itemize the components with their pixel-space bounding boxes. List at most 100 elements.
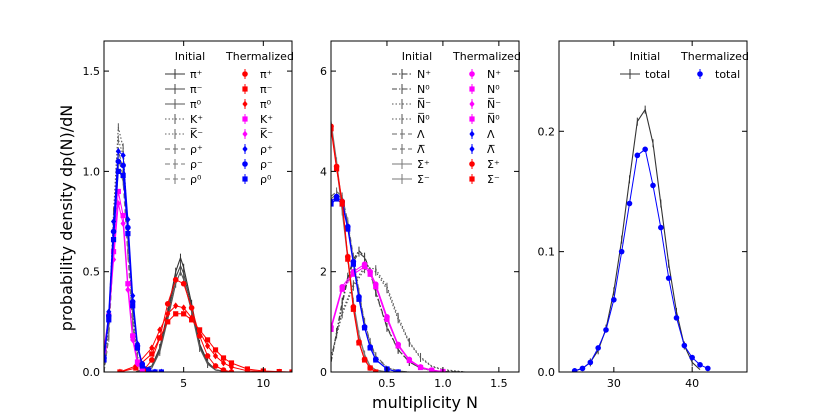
- y-tick-label: 0.5: [83, 266, 101, 279]
- thermalized-series-12-point: [139, 366, 145, 372]
- thermalized-series-14-point: [120, 162, 126, 169]
- legend-thermalized-label: ρ⁻: [260, 158, 273, 171]
- data-layer: [571, 105, 711, 372]
- plot-frame: [103, 40, 293, 373]
- thermalized-series-1-point: [579, 365, 586, 372]
- x-tick-label: 1.0: [434, 377, 452, 390]
- thermalized-series-13-point: [120, 151, 126, 159]
- thermalized-series-1-point: [595, 345, 601, 351]
- thermalized-series-10-point: [149, 344, 155, 352]
- thermalized-series-1-point: [618, 248, 625, 255]
- thermalized-series-8-point: [204, 353, 211, 359]
- y-tick-label: 0.0: [538, 366, 556, 379]
- thermalized-series-11-point: [350, 261, 356, 267]
- legend-thermalized-label: total: [715, 68, 740, 81]
- data-layer: [104, 123, 292, 372]
- thermalized-series-15-point: [120, 172, 126, 179]
- thermalized-series-8-point: [164, 300, 171, 307]
- legend-thermalized-marker: [469, 176, 475, 182]
- chart-panels: 5 10 0.0 0.5 1.0 1.5 Initial Thermalized π⁺ π⁻ π⁰ K…: [83, 40, 749, 390]
- thermalized-series-9-point: [212, 347, 219, 353]
- thermalized-series-9-point: [204, 337, 211, 343]
- thermalized-series-10-point: [189, 314, 195, 322]
- legend-initial-label: π⁺: [190, 68, 203, 81]
- thermalized-series-10-point: [276, 368, 282, 372]
- thermalized-series-1-point: [665, 275, 672, 281]
- thermalized-series-1-point: [689, 354, 695, 361]
- thermalized-series-12-point: [125, 286, 131, 294]
- thermalized-series-9-point: [289, 369, 292, 372]
- legend-thermalized-label: K⁺: [260, 113, 273, 126]
- initial-series-0-line: [135, 255, 232, 372]
- thermalized-series-9-point: [220, 355, 227, 361]
- thermalized-series-15-point: [139, 363, 145, 369]
- thermalized-series-11-point: [345, 226, 351, 232]
- thermalized-series-14-point: [110, 228, 117, 235]
- legend-initial-label: Σ⁺: [417, 158, 430, 171]
- thermalized-series-8-point: [220, 367, 227, 372]
- thermalized-series-13-point: [373, 369, 379, 372]
- thermalized-series-14-point: [115, 158, 122, 165]
- x-tick-label: 5: [180, 377, 187, 390]
- thermalized-series-13-point: [333, 166, 340, 172]
- thermalized-series-15-point: [104, 357, 107, 363]
- thermalized-series-15-point: [106, 317, 112, 323]
- legend-thermalized-marker: [242, 116, 248, 122]
- legend-thermalized-marker: [697, 71, 703, 77]
- thermalized-series-15-point: [134, 345, 141, 351]
- x-tick-label: 0.5: [378, 377, 396, 390]
- thermalized-series-1-point: [650, 182, 656, 189]
- thermalized-series-13-point: [115, 147, 121, 155]
- thermalized-series-10-point: [196, 328, 203, 336]
- legend-initial-label: π⁻: [190, 83, 203, 96]
- legend-thermalized-label: Λ̅: [487, 143, 496, 156]
- panel-left: 5 10 0.0 0.5 1.0 1.5 Initial Thermalized π⁺ π⁻ π⁰ K…: [83, 40, 294, 390]
- y-tick-label: 6: [320, 65, 327, 78]
- thermalized-series-11-point: [331, 201, 334, 207]
- initial-series-0-line: [574, 108, 701, 372]
- legend-thermalized-marker: [242, 161, 248, 167]
- legend-initial-label: Λ: [417, 128, 425, 141]
- x-tick-label: 10: [256, 377, 270, 390]
- data-layer: [331, 117, 466, 372]
- thermalized-series-9-point: [361, 264, 368, 270]
- panel-right: 30 40 0.0 0.1 0.2 Initial Thermalized total tota…: [538, 40, 749, 390]
- y-tick-label: 0.2: [538, 125, 556, 138]
- thermalized-series-11-point: [120, 212, 126, 219]
- legend-thermalized-marker: [469, 130, 475, 138]
- thermalized-series-9-point: [406, 357, 412, 364]
- legend-initial-label: Λ̅: [417, 143, 426, 156]
- y-tick-label: 2: [320, 266, 327, 279]
- legend-thermalized-label: N⁰: [487, 83, 500, 96]
- thermalized-series-11-point: [373, 357, 379, 363]
- y-tick-label: 4: [320, 165, 327, 178]
- thermalized-series-1-point: [611, 296, 617, 303]
- thermalized-series-9-point: [429, 367, 435, 372]
- legend-thermalized-marker: [242, 176, 248, 182]
- thermalized-series-9-point: [395, 343, 401, 349]
- x-tick-label: 40: [685, 377, 699, 390]
- legend-thermalized-label: π⁻: [260, 83, 273, 96]
- panel-middle: 0.5 1.0 1.5 0 2 4 6 Initial Thermalized N⁺ N⁰ N̅⁻ N̅…: [320, 40, 521, 390]
- thermalized-series-9-point: [157, 335, 163, 341]
- thermalized-series-15-point: [115, 168, 121, 174]
- legend-thermalized-label: N⁺: [487, 68, 501, 81]
- thermalized-series-13-point: [339, 201, 345, 207]
- thermalized-series-12-point: [120, 220, 126, 227]
- legend-thermalized-marker: [242, 130, 248, 138]
- thermalized-series-9-point: [417, 364, 424, 371]
- thermalized-series-10-point: [212, 352, 219, 360]
- legend-initial-label: ρ⁺: [190, 143, 203, 156]
- legend-thermalized-marker: [242, 100, 248, 108]
- y-tick-label: 0.0: [83, 366, 101, 379]
- legend-thermalized-label: Λ: [487, 128, 495, 141]
- legend-initial-label: K⁺: [190, 113, 203, 126]
- legend-thermalized-marker: [469, 86, 475, 92]
- legend-thermalized-marker: [469, 71, 475, 77]
- y-tick-label: 0.1: [538, 246, 556, 259]
- legend-initial-label: N⁺: [417, 68, 431, 81]
- thermalized-series-9-point: [339, 286, 345, 292]
- thermalized-series-10-point: [204, 342, 211, 350]
- thermalized-series-9-point: [331, 326, 334, 332]
